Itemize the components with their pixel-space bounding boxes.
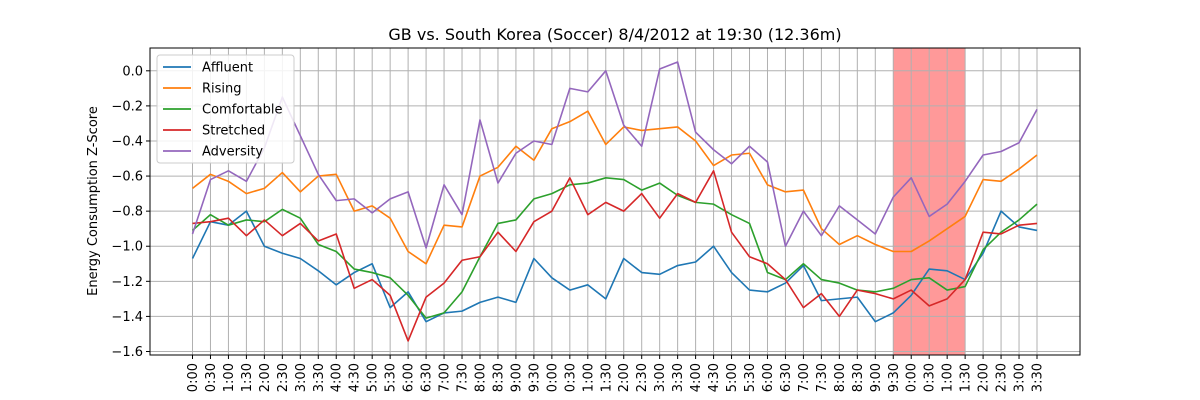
x-tick-label: 5:00: [366, 363, 381, 392]
series-line-adversity: [191, 61, 1038, 249]
x-tick-label: 7:30: [815, 363, 830, 392]
y-tick-label: −1.2: [111, 275, 143, 290]
x-tick-label: 6:00: [761, 363, 776, 392]
x-tick-label: 1:00: [941, 363, 956, 392]
legend-label: Comfortable: [202, 103, 283, 118]
x-tick-label: 2:00: [258, 363, 273, 392]
x-tick-label: 9:30: [527, 363, 542, 392]
x-tick-label: 5:30: [384, 363, 399, 392]
x-tick-label: 3:30: [312, 363, 327, 392]
legend-label: Affluent: [202, 61, 253, 76]
x-tick-label: 7:00: [797, 363, 812, 392]
x-tick-label: 1:30: [599, 363, 614, 392]
x-tick-label: 7:00: [438, 363, 453, 392]
chart-title: GB vs. South Korea (Soccer) 8/4/2012 at …: [388, 25, 841, 44]
y-axis-label: Energy Consumption Z-Score: [86, 106, 101, 296]
x-tick-label: 1:30: [240, 363, 255, 392]
x-tick-label: 2:00: [617, 363, 632, 392]
plot-frame: [149, 47, 1081, 356]
x-tick-label: 2:30: [995, 363, 1010, 392]
x-tick-label: 7:30: [456, 363, 471, 392]
x-tick-label: 2:00: [977, 363, 992, 392]
x-tick-label: 0:30: [204, 363, 219, 392]
x-tick-label: 4:00: [330, 363, 345, 392]
legend-label: Adversity: [202, 145, 263, 160]
x-tick-label: 8:00: [833, 363, 848, 392]
x-tick-label: 3:00: [1013, 363, 1028, 392]
x-tick-label: 2:30: [276, 363, 291, 392]
series-line-rising: [192, 110, 1038, 265]
x-tick-label: 4:00: [689, 363, 704, 392]
x-axis-ticks: 0:00 0:30 1:00 1:30 2:00 2:30 3:00 3:30 4:00 4:30…: [186, 355, 1046, 392]
y-tick-label: −0.6: [111, 170, 143, 185]
x-tick-label: 3:00: [653, 363, 668, 392]
y-tick-label: −0.8: [111, 205, 143, 220]
x-tick-label: 0:30: [923, 363, 938, 392]
x-tick-label: 1:00: [581, 363, 596, 392]
x-tick-label: 8:30: [491, 363, 506, 392]
x-tick-label: 8:30: [851, 363, 866, 392]
x-tick-label: 4:30: [348, 363, 363, 392]
x-tick-label: 2:30: [635, 363, 650, 392]
x-tick-label: 5:30: [743, 363, 758, 392]
x-tick-label: 6:30: [779, 363, 794, 392]
x-tick-label: 3:30: [1031, 363, 1046, 392]
y-tick-label: −0.4: [111, 134, 143, 149]
x-tick-label: 3:00: [294, 363, 309, 392]
x-tick-label: 9:00: [869, 363, 884, 392]
y-tick-label: −1.4: [111, 310, 143, 325]
x-tick-label: 4:30: [707, 363, 722, 392]
series-lines: [191, 61, 1038, 342]
y-tick-label: −1.0: [111, 240, 143, 255]
x-tick-label: 1:30: [959, 363, 974, 392]
series-line-stretched: [192, 170, 1038, 342]
series-line-comfortable: [191, 177, 1038, 319]
y-tick-label: −1.6: [111, 345, 143, 360]
y-tick-label: 0.0: [122, 64, 143, 79]
x-tick-label: 8:00: [473, 363, 488, 392]
legend-box: [156, 54, 295, 164]
series-line-affluent: [191, 210, 1038, 323]
x-tick-label: 1:00: [222, 363, 237, 392]
y-axis-ticks: 0.0 −0.2 −0.4 −0.6 −0.8 −1.0 −1.2 −1.4 −1.6: [111, 64, 150, 360]
x-tick-label: 6:30: [420, 363, 435, 392]
x-tick-label: 6:00: [402, 363, 417, 392]
legend-label: Stretched: [202, 124, 265, 139]
x-tick-label: 0:00: [545, 363, 560, 392]
x-tick-label: 0:00: [186, 363, 201, 392]
x-tick-label: 0:30: [563, 363, 578, 392]
legend: Affluent Rising Comfortable Stretched Advers…: [156, 54, 295, 164]
x-tick-label: 5:00: [725, 363, 740, 392]
y-tick-label: −0.2: [111, 99, 143, 114]
legend-label: Rising: [202, 82, 242, 97]
x-tick-label: 9:00: [509, 363, 524, 392]
x-tick-label: 0:00: [905, 363, 920, 392]
x-tick-label: 9:30: [887, 363, 902, 392]
x-tick-label: 3:30: [671, 363, 686, 392]
